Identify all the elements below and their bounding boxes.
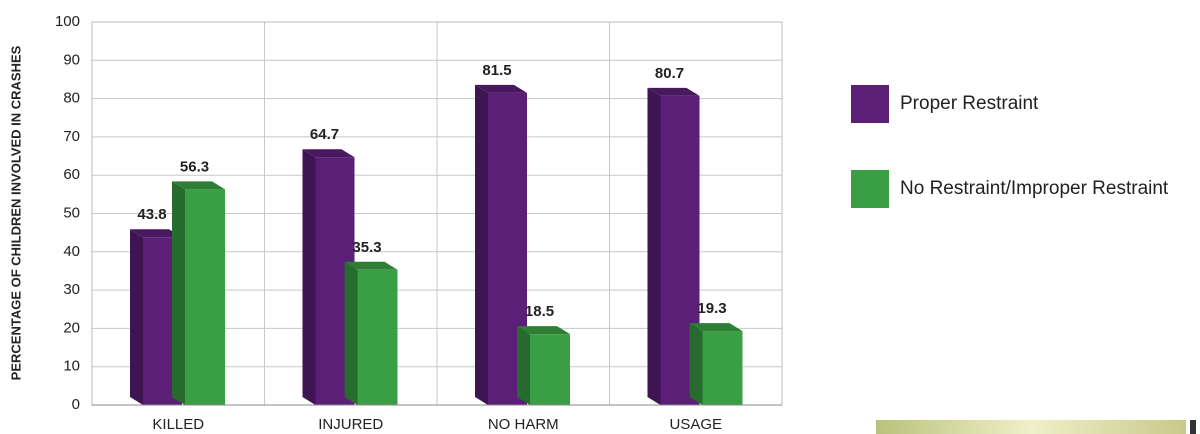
decorative-photo-edge	[1190, 420, 1196, 434]
y-tick-label: 10	[63, 358, 80, 375]
bar-side	[172, 181, 185, 405]
y-tick-label: 20	[63, 319, 80, 336]
bar-top	[517, 326, 570, 335]
bar-top	[302, 149, 355, 158]
y-tick-label: 80	[63, 90, 80, 107]
value-label: 19.3	[697, 300, 726, 317]
bar-side	[130, 229, 143, 405]
bar-front	[185, 189, 225, 405]
y-tick-label: 0	[72, 396, 80, 413]
y-tick-label: 70	[63, 128, 80, 145]
bar-front	[530, 334, 570, 405]
legend-swatch	[851, 170, 889, 208]
bar-side	[689, 323, 703, 405]
value-label: 80.7	[655, 65, 684, 82]
x-tick-label: INJURED	[318, 416, 383, 433]
bar-top	[475, 84, 527, 93]
value-label: 18.5	[525, 303, 554, 320]
bar-top	[130, 229, 182, 238]
legend-label: No Restraint/Improper Restraint	[900, 178, 1169, 199]
bar-side	[475, 84, 488, 405]
decorative-photo	[876, 420, 1186, 434]
bar-top	[689, 323, 743, 332]
x-tick-label: NO HARM	[488, 416, 559, 433]
x-tick-label: KILLED	[152, 416, 204, 433]
legend-label: Proper Restraint	[900, 93, 1039, 114]
bar-side	[647, 87, 661, 405]
y-tick-label: 50	[63, 204, 80, 221]
bar-top	[344, 261, 398, 270]
bar-side	[517, 326, 530, 405]
x-tick-label: USAGE	[669, 416, 722, 433]
y-tick-label: 100	[55, 13, 80, 30]
value-label: 35.3	[352, 239, 381, 256]
bar-side	[344, 261, 358, 405]
y-tick-label: 60	[63, 166, 80, 183]
bar	[344, 261, 398, 405]
bar-front	[357, 269, 398, 405]
bar-side	[302, 149, 316, 405]
value-label: 43.8	[137, 206, 166, 223]
bar-front	[702, 331, 743, 405]
bar	[689, 323, 743, 405]
y-axis-title: PERCENTAGE OF CHILDREN INVOLVED IN CRASH…	[8, 45, 23, 380]
y-tick-label: 90	[63, 51, 80, 68]
bar-top	[647, 87, 700, 96]
value-label: 56.3	[180, 158, 209, 175]
legend-swatch	[851, 85, 889, 123]
bar-top	[172, 181, 225, 190]
y-tick-label: 30	[63, 281, 80, 298]
value-label: 81.5	[482, 62, 511, 79]
y-tick-label: 40	[63, 243, 80, 260]
bar	[517, 326, 570, 405]
bar	[172, 181, 225, 405]
value-label: 64.7	[310, 126, 339, 143]
